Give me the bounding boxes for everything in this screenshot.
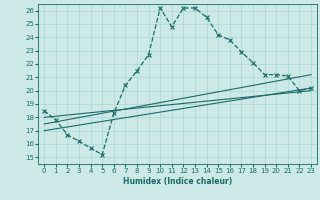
- X-axis label: Humidex (Indice chaleur): Humidex (Indice chaleur): [123, 177, 232, 186]
